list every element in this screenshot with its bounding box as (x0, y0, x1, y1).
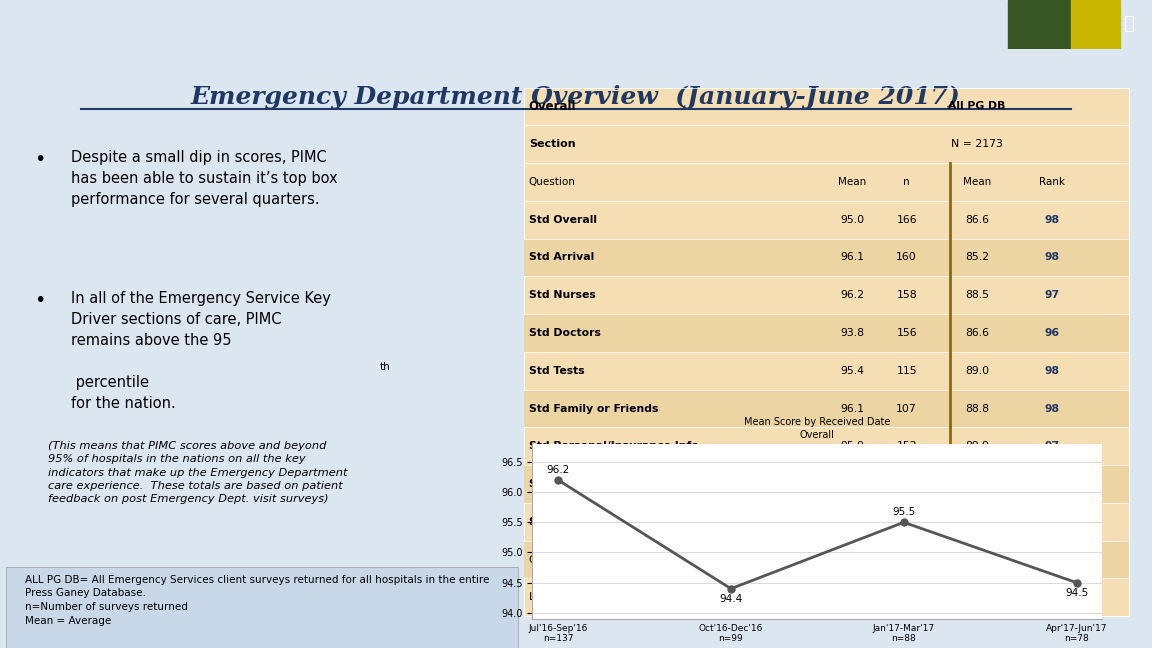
Text: Rank: Rank (1039, 177, 1064, 187)
FancyBboxPatch shape (6, 567, 518, 648)
Text: 85.7: 85.7 (965, 555, 988, 564)
Text: 98: 98 (1044, 253, 1060, 262)
FancyBboxPatch shape (524, 389, 1129, 428)
Text: 96.2: 96.2 (841, 555, 864, 564)
Text: Emergency Department Overview  (January-June 2017): Emergency Department Overview (January-J… (191, 85, 961, 109)
Text: Std Arrival: Std Arrival (529, 253, 594, 262)
Text: Overall: Overall (529, 100, 576, 113)
Text: 94.6: 94.6 (841, 592, 864, 603)
Text: 96.1: 96.1 (841, 404, 864, 413)
Text: 84.4: 84.4 (965, 592, 988, 603)
FancyBboxPatch shape (524, 465, 1129, 503)
Text: 97: 97 (1044, 441, 1060, 451)
Text: 94.4: 94.4 (719, 594, 743, 604)
Text: 84.9: 84.9 (965, 517, 988, 527)
Text: 143: 143 (896, 592, 917, 603)
Text: Mean: Mean (839, 177, 866, 187)
Text: 88.5: 88.5 (965, 290, 988, 300)
Text: 97: 97 (1044, 290, 1060, 300)
Text: Std Overall Assessment: Std Overall Assessment (529, 517, 673, 527)
FancyBboxPatch shape (1008, 0, 1071, 49)
Text: 98: 98 (1044, 214, 1060, 225)
FancyBboxPatch shape (524, 238, 1129, 276)
Text: th: th (380, 362, 391, 372)
Text: 159: 159 (896, 555, 917, 564)
Text: 92.0: 92.0 (841, 479, 864, 489)
FancyBboxPatch shape (1071, 0, 1120, 49)
Text: N = 2173: N = 2173 (950, 139, 1003, 149)
Text: In all of the Emergency Service Key
Driver sections of care, PIMC
remains above : In all of the Emergency Service Key Driv… (71, 292, 332, 349)
Text: 89.9: 89.9 (965, 441, 988, 451)
Text: 94.5: 94.5 (1064, 588, 1089, 598)
FancyBboxPatch shape (524, 314, 1129, 352)
FancyBboxPatch shape (524, 87, 1129, 616)
Text: 115: 115 (896, 365, 917, 376)
Text: 156: 156 (896, 328, 917, 338)
Text: 88.8: 88.8 (965, 404, 988, 413)
Text: Overall rating ER care: Overall rating ER care (529, 555, 649, 564)
Text: Std Personal/Insurance Info: Std Personal/Insurance Info (529, 441, 698, 451)
Text: 86.6: 86.6 (965, 214, 988, 225)
Text: 166: 166 (896, 214, 917, 225)
Text: Std Tests: Std Tests (529, 365, 584, 376)
Text: 158: 158 (896, 290, 917, 300)
Text: 95.4: 95.4 (841, 365, 864, 376)
Text: Section: Section (529, 139, 575, 149)
Text: 🐦: 🐦 (1123, 16, 1135, 33)
FancyBboxPatch shape (524, 540, 1129, 579)
Text: 95.2: 95.2 (841, 517, 864, 527)
Text: 98: 98 (1044, 404, 1060, 413)
Text: Question: Question (529, 177, 576, 187)
Text: •: • (35, 292, 46, 310)
Text: 160: 160 (896, 253, 917, 262)
Text: 98: 98 (1044, 517, 1060, 527)
Text: (This means that PIMC scores above and beyond
95% of hospitals in the nations on: (This means that PIMC scores above and b… (48, 441, 348, 504)
Text: Mean: Mean (963, 177, 991, 187)
Text: percentile
for the nation.: percentile for the nation. (71, 375, 176, 411)
Text: Std Doctors: Std Doctors (529, 328, 600, 338)
Text: 95.9: 95.9 (841, 441, 864, 451)
Text: 95.0: 95.0 (841, 214, 864, 225)
Text: Likelihood of recommending: Likelihood of recommending (529, 592, 684, 603)
Text: 89.0: 89.0 (965, 365, 988, 376)
Text: 152: 152 (896, 441, 917, 451)
Text: 86.6: 86.6 (965, 328, 988, 338)
Text: 99: 99 (1044, 555, 1060, 564)
Text: Std Overall: Std Overall (529, 214, 597, 225)
Text: Std Family or Friends: Std Family or Friends (529, 404, 658, 413)
Text: 96: 96 (1044, 479, 1060, 489)
Text: n: n (903, 177, 910, 187)
Text: 96: 96 (1044, 328, 1060, 338)
Text: 162: 162 (896, 517, 917, 527)
Text: 82.3: 82.3 (965, 479, 988, 489)
Text: 97: 97 (1044, 592, 1060, 603)
Text: 107: 107 (896, 404, 917, 413)
Text: 98: 98 (1044, 365, 1060, 376)
Text: 96.1: 96.1 (841, 253, 864, 262)
Text: Std Personal Issues: Std Personal Issues (529, 479, 649, 489)
Text: 93.8: 93.8 (841, 328, 864, 338)
Text: Std Nurses: Std Nurses (529, 290, 596, 300)
Text: ALL PG DB= All Emergency Services client surveys returned for all hospitals in t: ALL PG DB= All Emergency Services client… (25, 575, 490, 626)
Text: •: • (35, 150, 46, 170)
Text: 95.5: 95.5 (892, 507, 916, 517)
Text: 96.2: 96.2 (546, 465, 570, 474)
Text: 96.2: 96.2 (841, 290, 864, 300)
Text: All PG DB: All PG DB (948, 102, 1006, 111)
Text: Despite a small dip in scores, PIMC
has been able to sustain it’s top box
perfor: Despite a small dip in scores, PIMC has … (71, 150, 338, 207)
Title: Mean Score by Received Date
Overall: Mean Score by Received Date Overall (744, 417, 890, 441)
Text: 157: 157 (896, 479, 917, 489)
Text: 85.2: 85.2 (965, 253, 988, 262)
